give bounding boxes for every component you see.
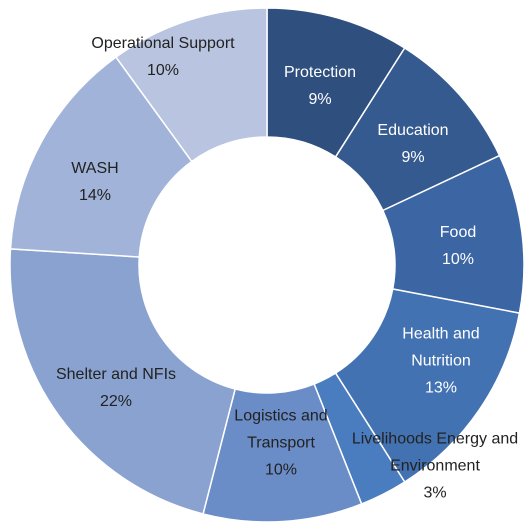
value-label: 14% <box>78 187 112 204</box>
slice-label: Protection 9% <box>260 59 380 113</box>
slice-label: Education 9% <box>353 117 473 171</box>
category-label: Shelter and NFIs <box>55 366 177 383</box>
slice-label: Livelihoods Energy and Environment 3% <box>348 426 523 507</box>
slice <box>9 56 193 258</box>
slice <box>9 248 237 515</box>
value-label: 3% <box>423 484 447 502</box>
value-label: 10% <box>264 461 298 479</box>
slice-label: Logistics and Transport 10% <box>219 403 344 484</box>
category-label: Food <box>439 224 477 241</box>
slice-label: WASH 14% <box>45 155 145 209</box>
category-label: Education <box>377 122 449 139</box>
value-label: 9% <box>401 149 425 166</box>
value-label: 22% <box>99 393 133 410</box>
value-label: 13% <box>424 379 458 397</box>
slice-label: Health and Nutrition 13% <box>386 321 496 402</box>
slice <box>114 7 268 163</box>
slice-label: Operational Support 10% <box>58 30 268 84</box>
slice-label: Shelter and NFIs 22% <box>31 361 201 415</box>
value-label: 10% <box>146 62 180 79</box>
category-label: Health and Nutrition <box>402 325 480 370</box>
category-label: Livelihoods Energy and Environment <box>351 430 519 475</box>
value-label: 9% <box>308 91 332 108</box>
value-label: 10% <box>441 251 475 268</box>
category-label: WASH <box>71 160 119 177</box>
category-label: Operational Support <box>91 35 235 52</box>
slice-label: Food 10% <box>408 219 508 273</box>
category-label: Protection <box>283 64 357 81</box>
category-label: Logistics and Transport <box>234 407 328 452</box>
